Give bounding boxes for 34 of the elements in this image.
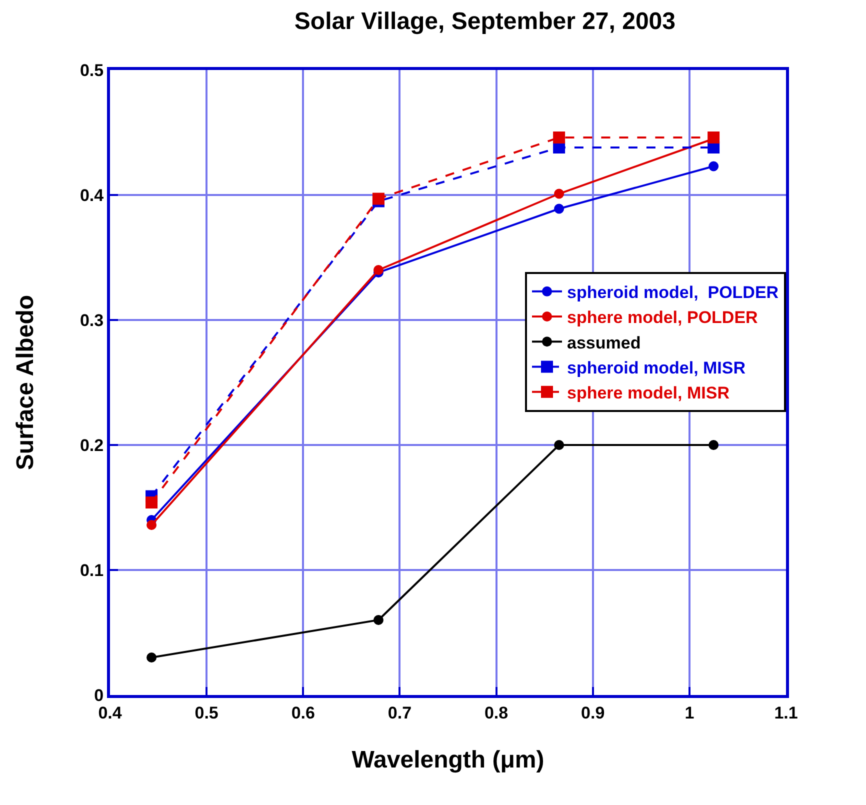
point [553, 132, 566, 144]
x-axis-title: Wavelength (μm) [352, 746, 544, 774]
point [554, 440, 564, 450]
legend-label: sphere model, MISR [567, 383, 730, 402]
chart-title: Solar Village, September 27, 2003 [294, 8, 676, 35]
x-tick-label: 1 [684, 703, 694, 722]
legend-label: assumed [567, 333, 641, 352]
y-tick-label: 0.4 [80, 186, 104, 205]
y-tick-label: 0.2 [80, 436, 104, 455]
point [554, 188, 564, 199]
point [146, 520, 157, 530]
x-tick-label: 0.4 [98, 703, 122, 722]
y-tick-label: 0.5 [80, 60, 104, 80]
point [372, 192, 384, 205]
point [708, 440, 719, 450]
x-tick-label: 1.1 [774, 703, 798, 722]
x-tick-label: 0.9 [581, 703, 605, 722]
x-tick-label: 0.6 [291, 703, 315, 722]
legend-label: sphere model, POLDER [567, 308, 758, 328]
x-tick-label: 0.5 [194, 703, 218, 722]
y-axis-title: Surface Albedo [12, 294, 40, 470]
x-tick-label: 0.8 [484, 703, 508, 722]
y-tick-label: 0.1 [80, 560, 104, 580]
legend-label: spheroid model, MISR [567, 358, 746, 378]
point [373, 615, 384, 625]
point [146, 496, 158, 508]
point [373, 265, 384, 275]
legend-label: spheroid model, POLDER [567, 283, 779, 302]
point [554, 204, 564, 214]
y-tick-label: 0.3 [80, 310, 104, 330]
point [146, 652, 157, 662]
point [708, 161, 719, 172]
y-tick-label: 0 [94, 686, 104, 705]
x-tick-label: 0.7 [388, 703, 412, 722]
